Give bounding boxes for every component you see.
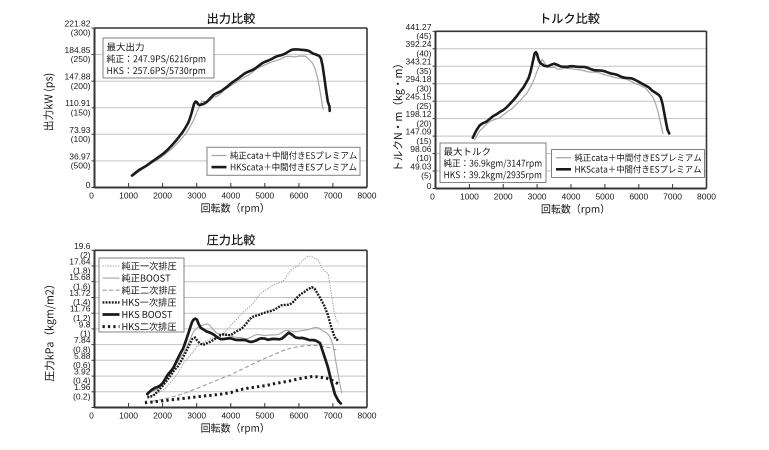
svg-text:(0.8): (0.8): [73, 344, 91, 354]
svg-text:8000: 8000: [358, 191, 377, 201]
svg-text:(5): (5): [421, 171, 432, 181]
svg-text:5000: 5000: [255, 191, 274, 201]
svg-text:(35): (35): [416, 66, 431, 76]
svg-text:(0.4): (0.4): [73, 376, 91, 386]
svg-text:(200): (200): [71, 81, 91, 91]
svg-text:5.88: 5.88: [74, 351, 91, 361]
svg-text:(45): (45): [416, 31, 431, 41]
svg-text:15.68: 15.68: [69, 272, 91, 282]
svg-text:(100): (100): [71, 134, 91, 144]
svg-text:49.03: 49.03: [410, 162, 432, 172]
svg-text:5000: 5000: [255, 411, 274, 421]
svg-text:(1.4): (1.4): [73, 297, 91, 307]
svg-text:(1.6): (1.6): [73, 281, 91, 291]
svg-text:110.91: 110.91: [65, 98, 91, 108]
svg-text:1.96: 1.96: [74, 382, 91, 392]
svg-text:98.06: 98.06: [410, 144, 432, 154]
svg-text:3000: 3000: [528, 192, 547, 202]
svg-text:6000: 6000: [289, 411, 308, 421]
svg-text:6000: 6000: [629, 192, 648, 202]
svg-text:0: 0: [89, 411, 94, 421]
svg-text:1000: 1000: [460, 192, 479, 202]
svg-text:147.88: 147.88: [65, 72, 91, 82]
svg-text:5000: 5000: [595, 192, 614, 202]
svg-text:0: 0: [430, 192, 435, 202]
svg-text:36.97: 36.97: [69, 151, 91, 161]
svg-text:7000: 7000: [323, 411, 342, 421]
svg-text:(25): (25): [416, 101, 431, 111]
svg-text:11.76: 11.76: [70, 304, 91, 314]
svg-text:13.72: 13.72: [69, 288, 91, 298]
svg-text:(15): (15): [416, 136, 431, 146]
svg-text:392.24: 392.24: [406, 39, 432, 49]
svg-text:(0.2): (0.2): [73, 391, 91, 401]
svg-text:2000: 2000: [494, 192, 513, 202]
svg-text:(300): (300): [71, 28, 91, 38]
svg-text:147.09: 147.09: [406, 127, 432, 137]
svg-text:2000: 2000: [153, 191, 172, 201]
svg-text:(40): (40): [416, 48, 431, 58]
svg-text:0: 0: [86, 180, 91, 190]
svg-text:1000: 1000: [119, 411, 138, 421]
svg-text:7.84: 7.84: [74, 335, 91, 345]
svg-text:3000: 3000: [187, 191, 206, 201]
svg-text:17.64: 17.64: [69, 257, 91, 267]
svg-text:3.92: 3.92: [74, 367, 91, 377]
svg-text:4000: 4000: [221, 411, 240, 421]
svg-text:8000: 8000: [697, 192, 716, 202]
svg-text:(20): (20): [416, 118, 431, 128]
svg-text:(1.8): (1.8): [73, 266, 91, 276]
svg-text:73.93: 73.93: [69, 125, 91, 135]
svg-text:(150): (150): [71, 107, 91, 117]
svg-text:(1): (1): [80, 329, 91, 339]
svg-text:2000: 2000: [153, 411, 172, 421]
svg-text:294.18: 294.18: [406, 74, 432, 84]
svg-text:245.15: 245.15: [406, 92, 432, 102]
svg-text:(30): (30): [416, 83, 431, 93]
svg-text:9.8: 9.8: [79, 319, 91, 329]
svg-text:(1.2): (1.2): [73, 313, 91, 323]
svg-text:4000: 4000: [221, 191, 240, 201]
svg-text:6000: 6000: [289, 191, 308, 201]
svg-text:(250): (250): [71, 54, 91, 64]
svg-text:7000: 7000: [323, 191, 342, 201]
svg-text:1000: 1000: [119, 191, 138, 201]
svg-text:(500): (500): [71, 161, 91, 171]
svg-text:221.82: 221.82: [65, 19, 91, 29]
svg-text:198.12: 198.12: [406, 109, 432, 119]
svg-text:(2): (2): [80, 250, 91, 260]
svg-text:343.21: 343.21: [406, 57, 432, 67]
svg-text:8000: 8000: [358, 411, 377, 421]
svg-text:441.27: 441.27: [406, 22, 432, 32]
svg-text:0: 0: [89, 191, 94, 201]
svg-text:0: 0: [427, 181, 432, 191]
svg-text:(10): (10): [416, 153, 431, 163]
svg-text:184.85: 184.85: [65, 45, 91, 55]
svg-text:3000: 3000: [187, 411, 206, 421]
svg-text:4000: 4000: [562, 192, 581, 202]
svg-text:(0.6): (0.6): [73, 360, 91, 370]
svg-text:7000: 7000: [663, 192, 682, 202]
svg-text:19.6: 19.6: [74, 241, 91, 251]
